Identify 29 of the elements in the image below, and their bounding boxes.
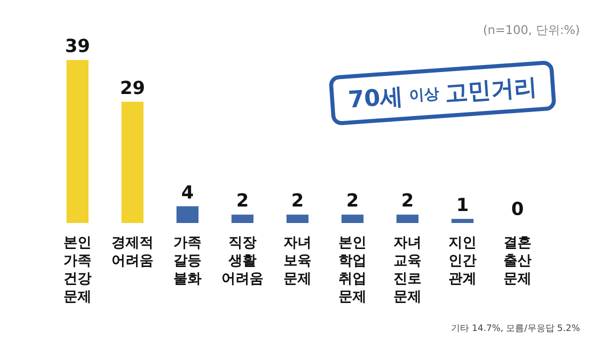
- x-tick-label: 지인 인간 관계: [448, 235, 476, 287]
- data-label: 2: [346, 190, 359, 212]
- bar: [286, 214, 308, 223]
- bar: [342, 214, 364, 223]
- bar: [122, 102, 144, 223]
- x-tick-label: 가족 갈등 불화: [174, 235, 202, 287]
- data-label: 2: [401, 190, 414, 212]
- bar: [232, 214, 254, 223]
- x-tick-label: 직장 생활 어려움: [222, 235, 264, 287]
- data-label: 4: [181, 182, 194, 204]
- x-tick-label: 경제적 어려움: [112, 235, 154, 269]
- x-tick-label: 자녀 보육 문제: [284, 235, 312, 287]
- data-label: 0: [511, 199, 524, 220]
- chart-subtitle: (n=100, 단위:%): [482, 22, 580, 39]
- text: 기타 14.7%, 모름/무응답 5.2%: [451, 323, 580, 335]
- x-tick-label: 본인 가족 건강 문제: [64, 235, 92, 305]
- x-tick-label: 결혼 출산 문제: [504, 235, 532, 287]
- data-label: 2: [291, 190, 304, 212]
- bar: [452, 218, 474, 223]
- x-tick-label: 본인 학업 취업 문제: [338, 235, 366, 305]
- bar: [66, 60, 88, 223]
- data-label: 29: [120, 78, 146, 99]
- data-label: 39: [64, 36, 90, 57]
- bar: [396, 214, 418, 223]
- x-tick-label: 자녀 교육 진로 문제: [394, 235, 422, 305]
- bar: [176, 206, 198, 223]
- text: 70세 이상 고민거리: [347, 72, 538, 116]
- data-label: 2: [236, 190, 249, 212]
- data-label: 1: [456, 194, 469, 216]
